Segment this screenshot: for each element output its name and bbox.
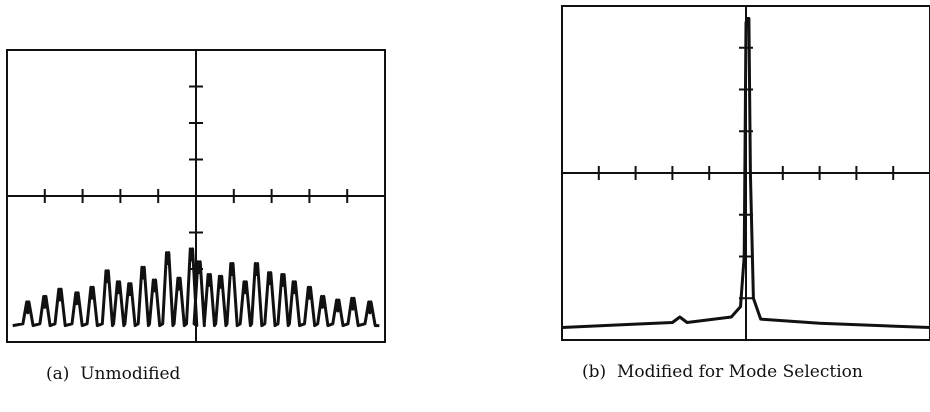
panel-b-oscilloscope xyxy=(561,5,930,341)
caption-b: (b) Modified for Mode Selection xyxy=(582,362,863,382)
signal-trace xyxy=(561,17,930,329)
signal-trace xyxy=(12,247,380,328)
panel-a-oscilloscope xyxy=(6,49,386,343)
caption-a: (a) Unmodified xyxy=(46,364,181,384)
